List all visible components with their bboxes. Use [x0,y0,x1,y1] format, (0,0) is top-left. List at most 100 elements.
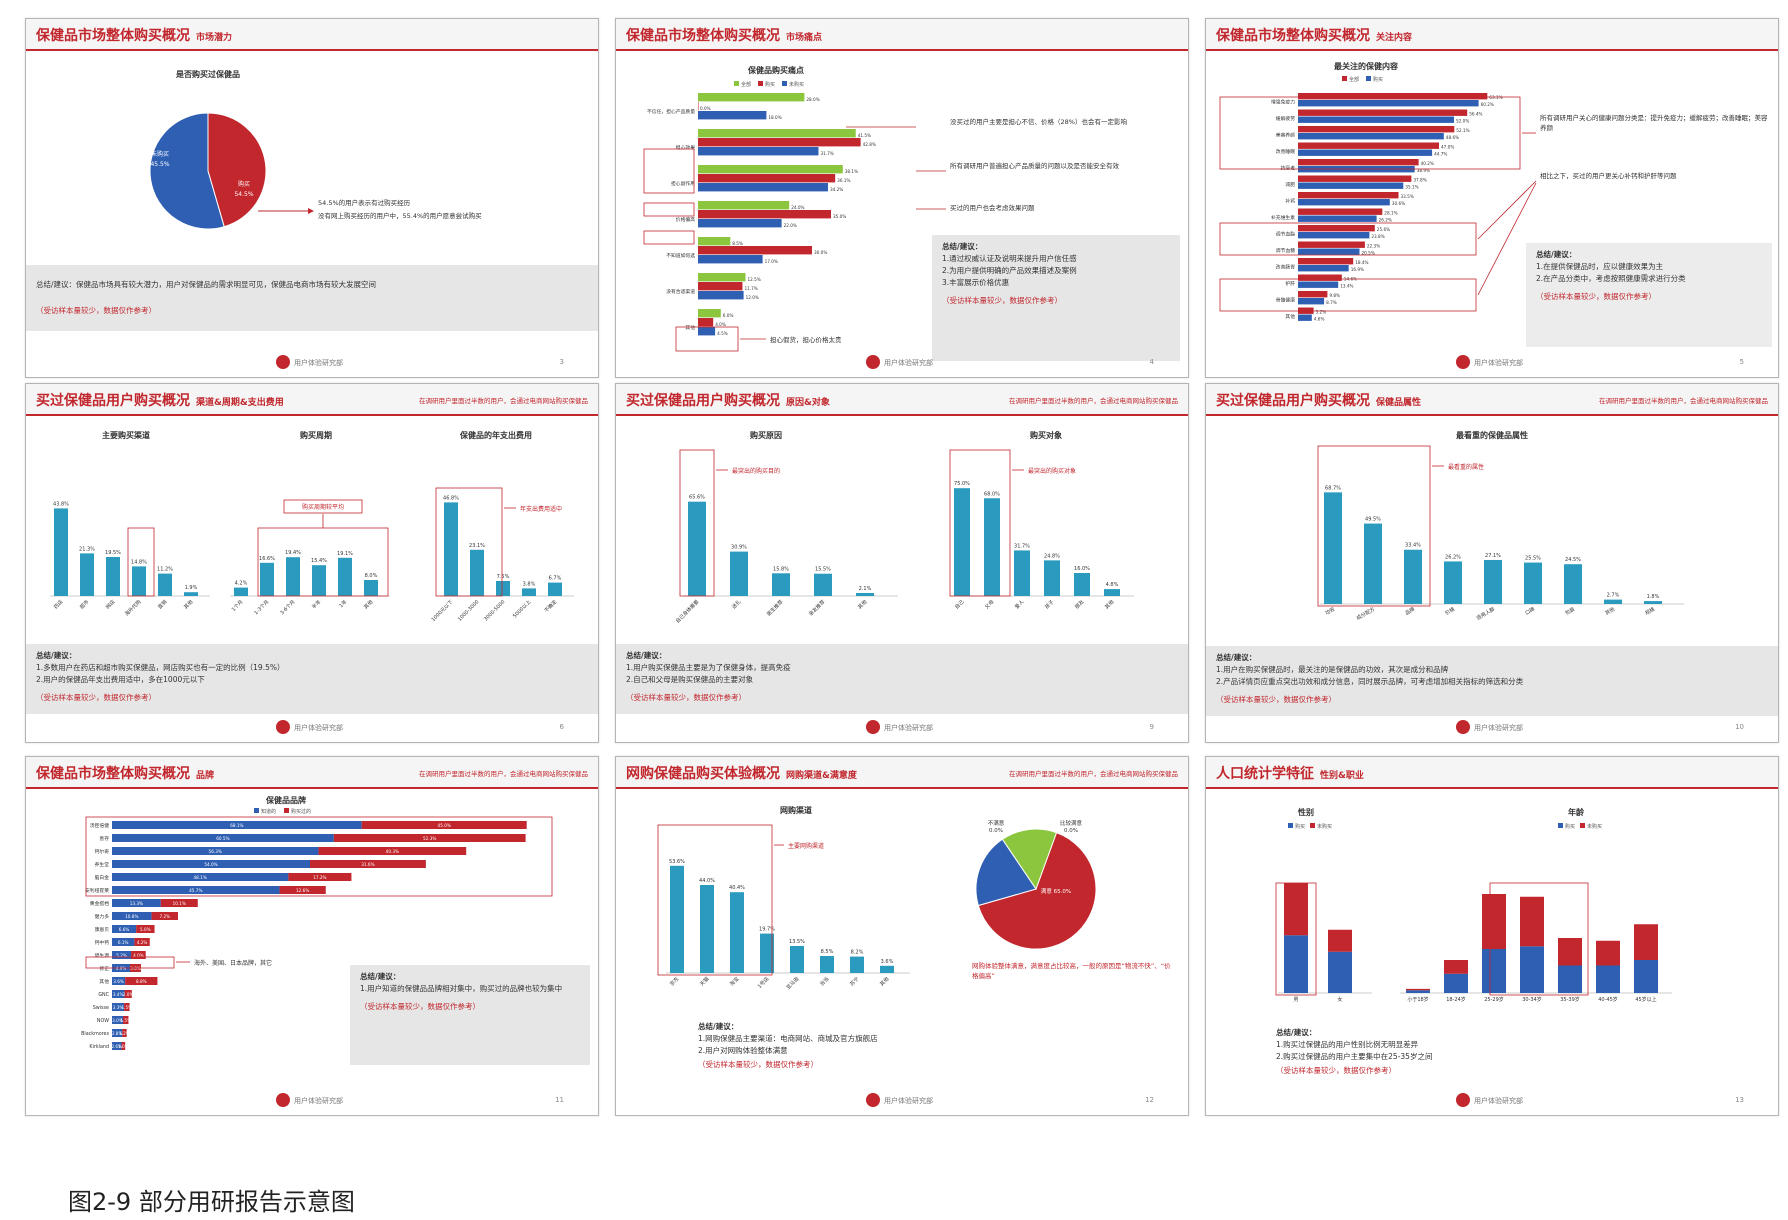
legend-label: 全部 [741,81,751,88]
callout-box [283,499,363,514]
bar [1298,100,1479,107]
chart-title: 性别 [1298,807,1314,817]
category-label: 亚马逊 [785,975,801,991]
bar [670,865,684,973]
brand-logo-icon [1456,1093,1470,1107]
pie-chart-purchase: 是否购买过保健品 未购买 45.5% 购买 54.5% 54.5%的用户表示有过… [149,69,482,230]
slide-brands[interactable]: 保健品市场整体购买概况 品牌 在调研用户里面过半数的用户，会通过电商网站购买保健品… [25,756,599,1116]
arrow-head-icon [308,208,314,214]
slide-online-experience[interactable]: 网购保健品购买体验概况 网购渠道&满意度 在调研用户里面过半数的用户，会通过电商网… [615,756,1189,1116]
bar-value-label: 8.2% [851,950,864,956]
bar-value-label: 23.8% [1371,234,1384,239]
page-number: 3 [559,358,564,366]
report-thumbnail-grid: 保健品市场整体购买概况 市场潜力 是否购买过保健品 未购买 45.5% 购买 54… [25,18,1785,1128]
bar [1328,951,1352,993]
callout-text: 54.5%的用户表示有过购买经历 [318,198,411,207]
summary-line: 1.通过权威认证及说明来提升用户信任感 [942,254,1077,263]
bar-value-label: 1.0% [118,1044,129,1049]
bar [1298,314,1312,321]
bar [125,977,158,985]
bar [112,912,152,920]
callout-arrow [1477,182,1537,296]
slide-demographics[interactable]: 人口统计学特征 性别&职业 性别 年龄 购买 未购买 购买 未购买 男女 小于18… [1205,756,1779,1116]
summary-line: 1.购买过保健品的用户性别比例无明显差异 [1276,1040,1419,1049]
legend-label: 未购买 [789,81,804,88]
bar-value-label: 35.0% [833,214,846,219]
category-label: 其他 [182,598,194,610]
category-label: 朋友 [1073,598,1085,610]
bar [1520,896,1544,947]
category-label: 3-6个月 [279,599,296,616]
slide-header: 网购保健品购买体验概况 网购渠道&满意度 在调研用户里面过半数的用户，会通过电商网… [616,757,1188,789]
remark-text: （受访样本量较少，数据仅作参考） [36,693,156,702]
bar-value-label: 4.5% [717,331,728,336]
bar [790,946,804,973]
category-label: 其他 [362,598,374,610]
bar-value-label: 27.1% [1485,553,1501,559]
category-label: 直销 [156,598,168,610]
slide-market-potential[interactable]: 保健品市场整体购买概况 市场潜力 是否购买过保健品 未购买 45.5% 购买 54… [25,18,599,378]
slide-note: 在调研用户里面过半数的用户，会通过电商网站购买保健品 [419,770,588,778]
remark-text: （受访样本量较少，数据仅作参考） [360,1002,480,1011]
category-label: 超市 [78,598,90,610]
slide-health-focus[interactable]: 保健品市场整体购买概况 关注内容 最关注的保健内容 全部 购买 增强免疫力 63.1… [1205,18,1779,378]
summary-box: 总结/建议：保健品市场具有较大潜力，用户对保健品的需求明显可见，保健品电商市场有… [26,265,598,331]
summary-line: 1.在提供保健品时，应以健康效果为主 [1536,262,1664,271]
slide-channel-cycle-spend[interactable]: 买过保健品用户购买概况 渠道&周期&支出费用 在调研用户里面过半数的用户，会通过电… [25,383,599,743]
bar [361,821,527,829]
slide-subtitle: 渠道&周期&支出费用 [196,398,284,408]
bar-value-label: 14.8% [131,559,147,565]
bar-value-label: 60.5% [216,836,229,841]
category-label: 1-3个月 [253,599,270,616]
slide-reason-target[interactable]: 买过保健品用户购买概况 原因&对象 在调研用户里面过半数的用户，会通过电商网站购买… [615,383,1189,743]
bar-value-label: 4.6% [1314,317,1325,322]
bar [1298,208,1383,215]
summary-line: 1.用户知道的保健品品牌相对集中，购买过的品牌也较为集中 [360,984,563,993]
bar-value-label: 1.5% [120,1018,131,1023]
bar [112,951,132,959]
legend-swatch [1366,76,1371,81]
brand-logo-icon [866,720,880,734]
bar-value-label: 2.0% [123,992,134,997]
bar [1634,960,1658,993]
slide-product-attributes[interactable]: 买过保健品用户购买概况 保健品属性 在调研用户里面过半数的用户，会通过电商网站购买… [1205,383,1779,743]
callout-text: 相比之下，买过的用户更关心补钙和护肝等问题 [1540,172,1677,180]
page-number: 5 [1739,358,1744,366]
summary-box: 总结/建议： 1.用户在购买保健品时，最关注的是保健品的功效，其次是成分和品牌 … [1206,646,1778,716]
bar [698,210,831,219]
category-label: Swisse [93,1005,109,1011]
charts-online-channels: 网购渠道 53.6% 京东 44.0% 天猫 40.4% 淘宝 19.7% 1号店 13.5% 亚… [657,805,1171,991]
brand-name: 用户体验研究部 [884,724,933,732]
bar-value-label: 5.2% [116,953,127,958]
chart-title: 主要购买渠道 [102,430,150,440]
highlight-box [679,449,715,597]
bar [698,102,699,111]
remark-text: （受访样本量较少，数据仅作参考） [626,693,746,702]
legend-label: 购买 [1295,823,1305,830]
bar-value-label: 48.6% [1446,135,1459,140]
slide-title: 保健品市场整体购买概况 关注内容 [1216,28,1413,44]
slide-pain-points[interactable]: 保健品市场整体购买概况 市场痛点 保健品购买痛点 全部 购买 未购买 不信任，担心… [615,18,1189,378]
legend-swatch [782,81,787,86]
bar [1298,159,1419,166]
bar [112,847,319,855]
slide-title: 保健品市场整体购买概况 市场潜力 [36,28,233,44]
category-label: 海外代购 [123,598,142,617]
bar-value-label: 26.2% [1379,218,1392,223]
bar-value-label: 47.0% [1441,145,1454,150]
slide-footer: 用户体验研究部 11 [26,1093,598,1111]
bar [112,886,280,894]
bar [698,93,805,102]
bar-value-label: 4.0% [715,322,726,327]
bar-value-label: 10.1% [173,901,186,906]
bar-value-label: 52.0% [1456,119,1469,124]
category-label: 担心副作用 [671,180,695,187]
category-label: 钙尔奇 [95,848,110,855]
bar-value-label: 31.6% [361,862,374,867]
bar-value-label: 35.1% [1405,185,1418,190]
bar [1324,492,1342,604]
bar-value-label: 26.2% [1445,554,1461,560]
slide-note: 在调研用户里面过半数的用户，会通过电商网站购买保健品 [1009,397,1178,405]
slide-subtitle: 性别&职业 [1320,771,1364,781]
summary-box: 总结/建议： 1.用户知道的保健品品牌相对集中，购买过的品牌也较为集中 （受访样… [350,965,590,1065]
